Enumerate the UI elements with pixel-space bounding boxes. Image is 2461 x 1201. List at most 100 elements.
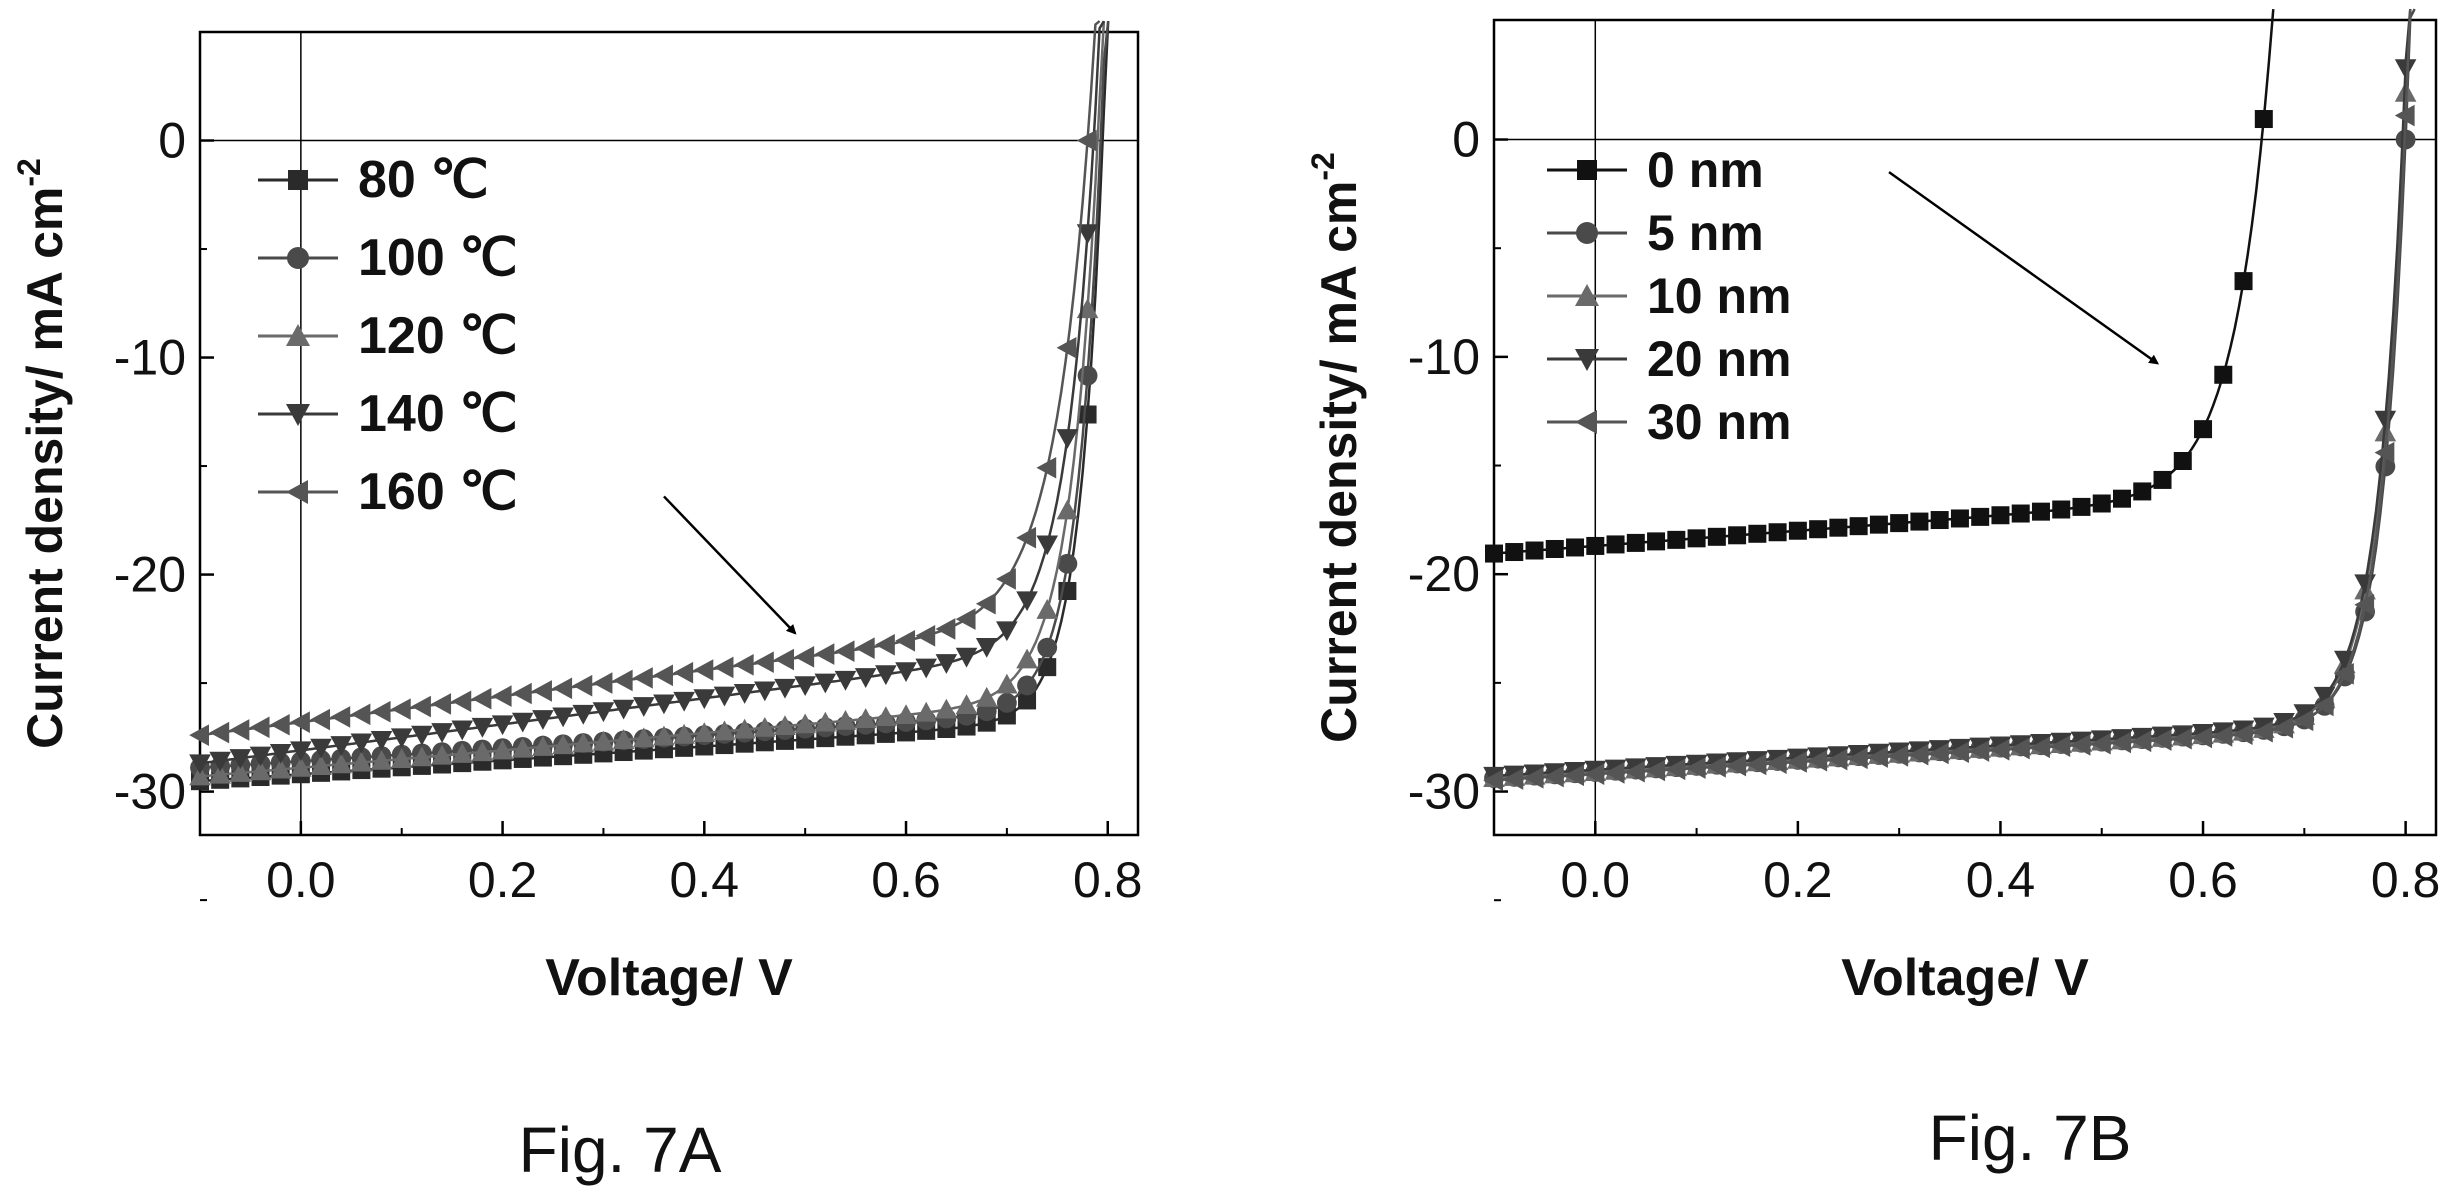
data-point (653, 694, 675, 715)
x-tick-label: 0.2 (468, 852, 538, 908)
data-point (794, 713, 816, 734)
data-point (955, 608, 976, 630)
data-point (693, 659, 714, 681)
data-point (2173, 452, 2192, 471)
data-point (2151, 729, 2172, 751)
data-point (1928, 742, 1949, 765)
data-point (431, 744, 453, 765)
data-point (2212, 725, 2233, 747)
data-point (2214, 365, 2233, 384)
data-point (1890, 514, 1909, 533)
data-point (370, 700, 391, 723)
data-point (774, 678, 796, 699)
data-point (1564, 764, 1585, 787)
series-3 (189, 20, 1105, 775)
data-point (1868, 746, 1888, 768)
data-point (854, 708, 877, 728)
x-tick-label: 0.8 (2371, 852, 2441, 908)
data-point (1604, 762, 1625, 784)
data-point (411, 725, 433, 746)
data-point (875, 665, 897, 686)
data-point (209, 751, 231, 772)
data-point (2313, 686, 2336, 707)
data-point (1726, 754, 1747, 777)
data-point (209, 763, 231, 784)
data-point (834, 640, 855, 663)
y-tick-label: -30 (1408, 764, 1480, 820)
data-point (1545, 539, 1564, 558)
x-tick-label: 0.0 (1561, 852, 1631, 908)
data-point (1748, 524, 1767, 543)
data-point (451, 690, 472, 713)
data-point (269, 758, 292, 779)
data-point (1665, 758, 1686, 781)
data-point (774, 715, 796, 736)
data-point (1057, 553, 1078, 574)
data-point (774, 648, 794, 671)
data-point (632, 697, 655, 717)
series-2 (1483, 9, 2417, 788)
data-point (2072, 497, 2091, 516)
x-tick-label: 0.8 (1073, 852, 1143, 908)
data-point (794, 676, 816, 697)
data-point (370, 730, 393, 751)
data-point (612, 699, 635, 720)
data-point (2153, 470, 2172, 489)
data-point (330, 706, 351, 728)
data-point (955, 647, 978, 668)
data-point (269, 713, 290, 736)
data-point (1707, 527, 1726, 546)
y-tick-label: -20 (114, 547, 186, 603)
data-point (2031, 502, 2050, 521)
annotation-arrow (1888, 171, 2160, 365)
data-point (552, 677, 573, 700)
x-tick-label: 0.0 (266, 852, 336, 908)
data-point (229, 762, 252, 782)
data-point (2131, 730, 2152, 753)
data-point (471, 687, 492, 710)
data-point (592, 702, 615, 723)
data-point (2293, 704, 2316, 725)
data-point (2394, 59, 2417, 79)
data-point (1016, 648, 1038, 669)
data-point (915, 624, 936, 647)
data-point (632, 667, 653, 689)
data-point (653, 664, 673, 687)
legend-marker (1576, 222, 1598, 244)
data-point (310, 755, 332, 775)
data-point (2374, 441, 2395, 464)
legend-marker (286, 324, 310, 346)
data-point (1037, 637, 1058, 658)
data-point (1056, 429, 1079, 449)
data-point (1888, 745, 1909, 767)
data-point (673, 661, 694, 684)
data-point (996, 621, 1018, 642)
legend: 0 nm 5 nm 10 nm 20 nm 30 nm (1547, 142, 1792, 450)
annotation-arrow (663, 495, 797, 635)
data-point (955, 694, 978, 715)
data-point (1989, 739, 2010, 761)
data-point (532, 710, 554, 730)
data-point (996, 692, 1017, 713)
data-point (632, 727, 655, 748)
data-point (693, 722, 716, 742)
data-point (1645, 759, 1666, 782)
data-point (935, 618, 956, 640)
legend-marker (286, 480, 308, 504)
data-point (713, 656, 734, 679)
series-0 (1485, 8, 2275, 563)
figure-caption: Fig. 7B (1929, 1102, 2132, 1174)
data-point (2171, 727, 2192, 750)
data-point (975, 637, 998, 658)
data-point (1586, 536, 1605, 555)
data-point (1584, 763, 1605, 785)
data-point (1523, 766, 1544, 789)
data-point (814, 711, 837, 732)
data-point (1768, 523, 1787, 542)
y-axis-label: Current density/ mA cm-2 (1305, 152, 1367, 743)
y-tick-label: -10 (114, 330, 186, 386)
data-point (1930, 511, 1949, 530)
data-point (1728, 526, 1747, 545)
data-point (653, 725, 675, 746)
data-point (290, 741, 312, 762)
